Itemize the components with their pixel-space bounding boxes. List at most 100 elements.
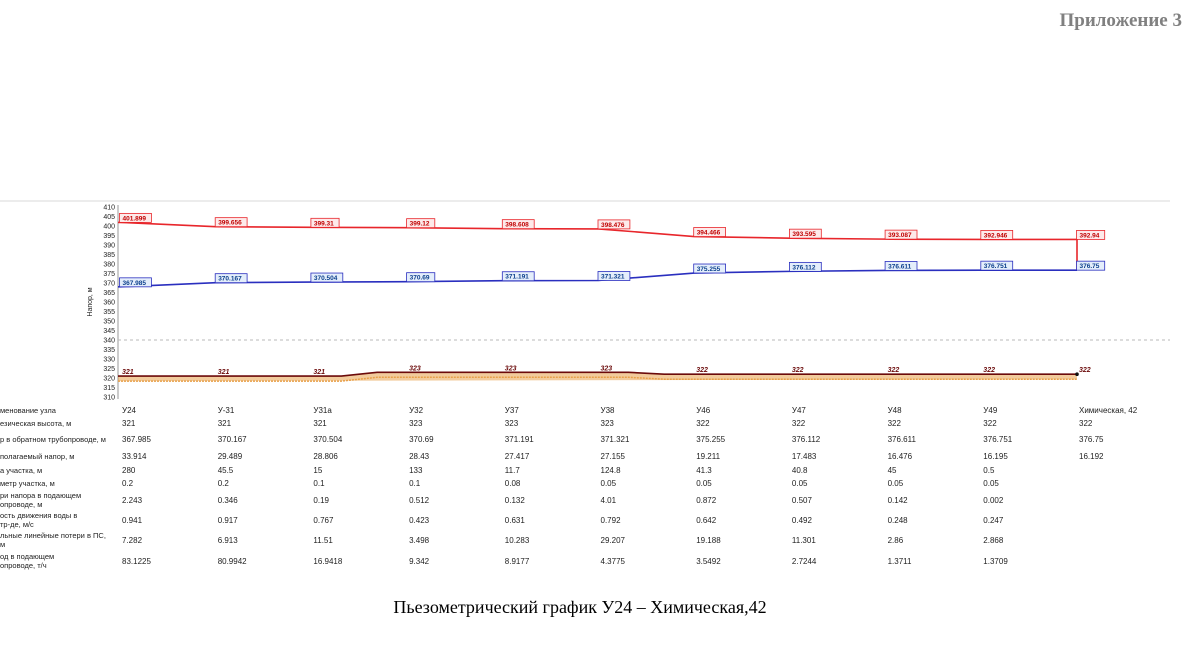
chart-caption: Пьезометрический график У24 – Химическая… (393, 597, 767, 617)
return-value-label: 370.69 (406, 272, 436, 283)
y-tick-label: 385 (103, 252, 115, 259)
y-tick-label: 360 (103, 300, 115, 307)
y-tick-label: 330 (103, 357, 115, 364)
table-cell: 1.3711 (888, 557, 912, 566)
table-cell: 17.483 (792, 452, 817, 461)
y-tick-label: 380 (103, 262, 115, 269)
return-value-label: 371.321 (597, 271, 631, 281)
table-cell: 0.492 (792, 516, 813, 525)
return-value-label-text: 375.255 (697, 266, 721, 273)
return-value-label-text: 367.985 (123, 280, 147, 287)
return-value-label-box (214, 273, 248, 284)
table-cell: 0.917 (218, 516, 239, 525)
return-value-label-text: 371.191 (505, 274, 529, 281)
return-value-label: 375.255 (693, 263, 727, 274)
table-row-header: р в обратном трубопроводе, м (0, 435, 106, 444)
table-cell: 0.2 (122, 479, 134, 488)
table-row-header: менование узла (0, 406, 57, 415)
table-cell: 83.1225 (122, 557, 151, 566)
return-value-label-box (310, 272, 344, 283)
table-cell: 0.507 (792, 496, 813, 505)
y-tick-label: 340 (103, 338, 115, 345)
supply-value-label-box (214, 217, 248, 228)
ground-value-label: 323 (409, 365, 421, 372)
table-row-header-text: ри напора в подающем (0, 491, 81, 500)
y-tick-label: 410 (103, 205, 115, 212)
ground-value-label: 322 (792, 367, 804, 374)
table-row-header-text: метр участка, м (0, 479, 55, 488)
piezometric-chart: 410 405 400 395 390 385 380 375 370 365 360 355 350 3… (0, 200, 1170, 570)
return-value-label-text: 376.112 (792, 264, 816, 271)
table-cell: 0.346 (218, 496, 239, 505)
supply-value-label-text: 394.466 (697, 230, 721, 237)
supply-value-label-text: 399.12 (410, 221, 430, 228)
return-value-label: 376.75 (1076, 260, 1106, 271)
y-tick-label: 335 (103, 347, 115, 354)
table-cell: У31а (313, 406, 332, 415)
table-row-header-text: од в подающем (0, 552, 54, 561)
ground-value-label: 322 (888, 367, 900, 374)
appendix-label: Приложение 3 (1059, 10, 1182, 31)
table-cell: 15 (313, 466, 322, 475)
supply-value-label-text: 398.608 (505, 222, 529, 229)
supply-value-label-box (789, 228, 822, 239)
supply-value-label-text: 392.946 (984, 232, 1008, 239)
table-row-header-text: полагаемый напор, м (0, 452, 74, 461)
table-cell: 16.195 (983, 452, 1008, 461)
ground-value-label: 321 (218, 369, 230, 376)
table-row-header-text: тр-де, м/с (0, 520, 34, 529)
supply-value-label: 398.476 (597, 219, 631, 230)
table-cell: 0.872 (696, 496, 717, 505)
table-row-header-text: льные линейные потери в ПС, (0, 531, 106, 540)
table-cell: 0.142 (888, 496, 909, 505)
table-row-header: полагаемый напор, м (0, 452, 74, 461)
supply-value-label-box (501, 219, 535, 230)
table-cell: 2.243 (122, 496, 143, 505)
head-lines (118, 221, 1078, 288)
table-cell: 371.191 (505, 435, 534, 444)
table-cell: У49 (983, 406, 998, 415)
table-cell: 11.301 (792, 536, 816, 545)
ground-value-label: 321 (313, 369, 325, 376)
return-value-label-text: 376.751 (984, 263, 1008, 270)
return-value-label: 367.985 (119, 277, 152, 288)
table-cell: 28.806 (313, 452, 338, 461)
y-tick-label: 395 (103, 233, 115, 240)
table-cell: У47 (792, 406, 807, 415)
y-tick-label: 350 (103, 319, 115, 326)
y-tick-label: 405 (103, 214, 115, 221)
ground-value-label: 322 (983, 367, 995, 374)
table-cell: 0.08 (505, 479, 521, 488)
table-cell: 323 (409, 419, 423, 428)
ground-value-label: 323 (505, 365, 517, 372)
table-cell: 7.282 (122, 536, 143, 545)
return-value-label-text: 370.69 (410, 275, 430, 282)
table-cell: 3.5492 (696, 557, 721, 566)
supply-value-label: 392.94 (1076, 230, 1106, 240)
supply-value-label-text: 398.476 (601, 222, 625, 229)
supply-value-label-text: 399.656 (218, 220, 242, 227)
table-cell: 19.211 (696, 452, 720, 461)
table-cell: 322 (983, 419, 997, 428)
table-cell: 1.3709 (983, 557, 1008, 566)
table-cell: 2.868 (983, 536, 1004, 545)
supply-value-label: 392.946 (980, 230, 1014, 240)
table-cell: 2.7244 (792, 557, 817, 566)
table-cell: 322 (1079, 419, 1093, 428)
return-value-label-text: 376.75 (1080, 263, 1100, 270)
table-row-header-text: езическая высота, м (0, 419, 71, 428)
return-value-label-box (119, 277, 152, 288)
table-cell: 371.321 (601, 435, 630, 444)
table-cell: 321 (218, 419, 232, 428)
y-axis: 410 405 400 395 390 385 380 375 370 365 360 355 350 3… (103, 205, 115, 402)
y-tick-label: 375 (103, 271, 115, 278)
table-cell: 0.248 (888, 516, 909, 525)
table-cell: 80.9942 (218, 557, 247, 566)
table-cell: 27.417 (505, 452, 530, 461)
supply-value-label-box (406, 218, 436, 229)
table-cell: 322 (888, 419, 902, 428)
table-cell: 41.3 (696, 466, 712, 475)
table-cell: 0.512 (409, 496, 430, 505)
y-tick-label: 390 (103, 243, 115, 250)
return-value-label-box (597, 271, 631, 281)
